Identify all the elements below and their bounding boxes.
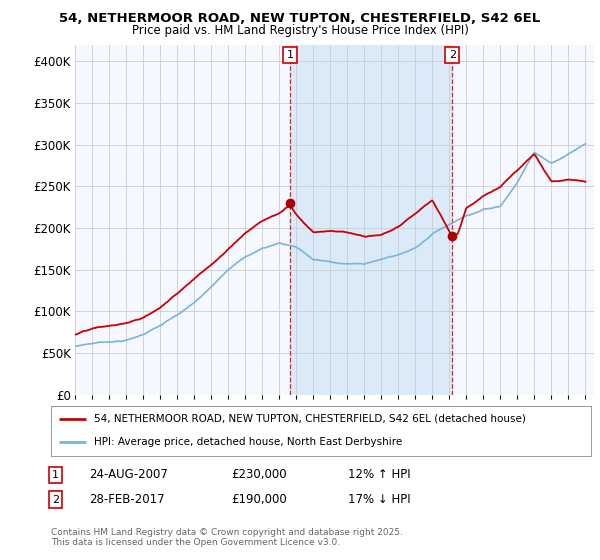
Bar bbox=[290, 45, 452, 395]
Text: Price paid vs. HM Land Registry's House Price Index (HPI): Price paid vs. HM Land Registry's House … bbox=[131, 24, 469, 36]
Text: Contains HM Land Registry data © Crown copyright and database right 2025.
This d: Contains HM Land Registry data © Crown c… bbox=[51, 528, 403, 547]
Text: 54, NETHERMOOR ROAD, NEW TUPTON, CHESTERFIELD, S42 6EL (detached house): 54, NETHERMOOR ROAD, NEW TUPTON, CHESTER… bbox=[94, 414, 526, 423]
Text: 1: 1 bbox=[52, 470, 59, 480]
Text: 17% ↓ HPI: 17% ↓ HPI bbox=[348, 493, 410, 506]
Text: 24-AUG-2007: 24-AUG-2007 bbox=[89, 468, 167, 482]
Text: 2: 2 bbox=[449, 50, 456, 60]
Text: 12% ↑ HPI: 12% ↑ HPI bbox=[348, 468, 410, 482]
Text: £230,000: £230,000 bbox=[231, 468, 287, 482]
Text: 2: 2 bbox=[52, 494, 59, 505]
Text: £190,000: £190,000 bbox=[231, 493, 287, 506]
Text: 1: 1 bbox=[287, 50, 294, 60]
Text: 28-FEB-2017: 28-FEB-2017 bbox=[89, 493, 164, 506]
Text: 54, NETHERMOOR ROAD, NEW TUPTON, CHESTERFIELD, S42 6EL: 54, NETHERMOOR ROAD, NEW TUPTON, CHESTER… bbox=[59, 12, 541, 25]
Text: HPI: Average price, detached house, North East Derbyshire: HPI: Average price, detached house, Nort… bbox=[94, 437, 403, 447]
